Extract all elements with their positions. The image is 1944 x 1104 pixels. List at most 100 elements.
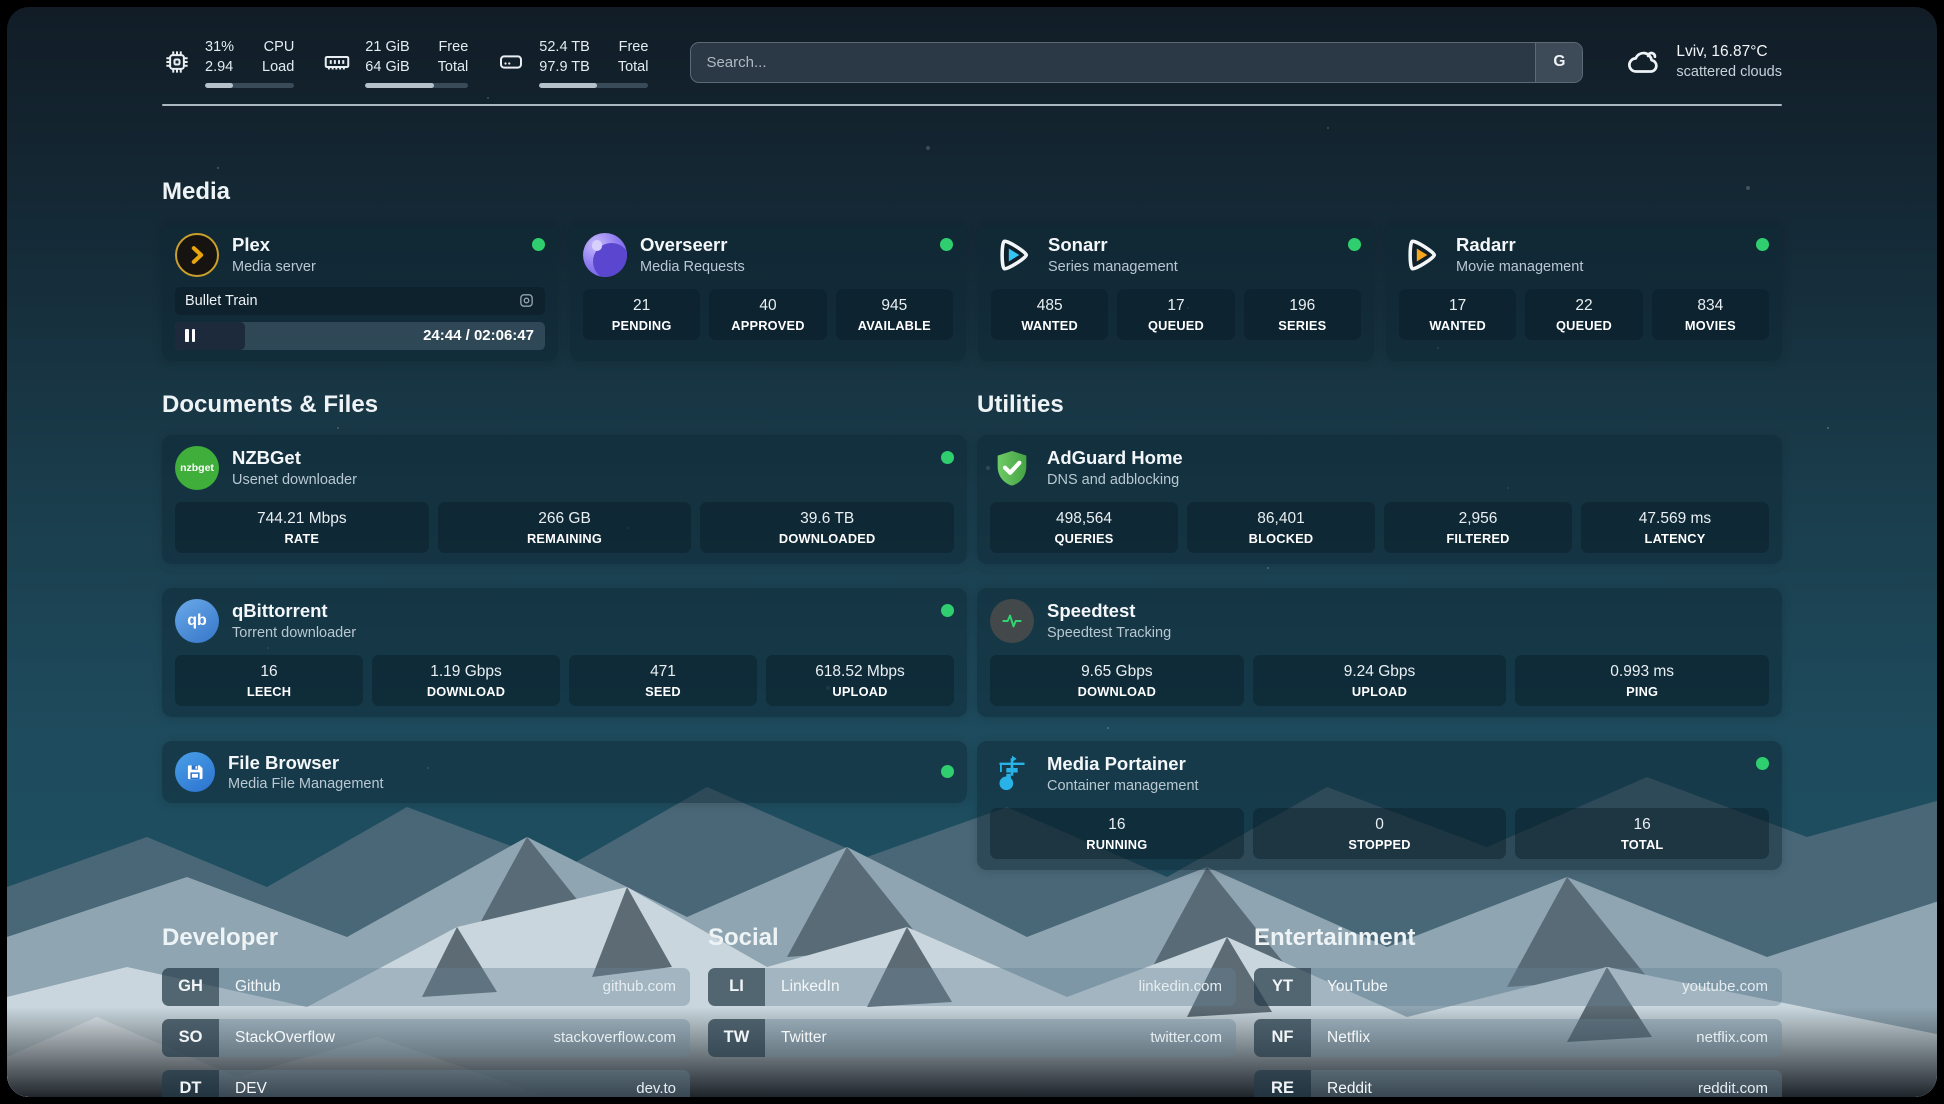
playback-elapsed-pill <box>175 321 246 350</box>
bookmark-name: LinkedIn <box>781 977 840 995</box>
search-input[interactable] <box>691 42 1536 82</box>
radarr-icon <box>1399 233 1443 277</box>
status-dot <box>532 237 545 251</box>
stat-rate: 744.21 Mbps RATE <box>175 501 429 553</box>
stat-download: 9.65 Gbps DOWNLOAD <box>990 654 1244 706</box>
service-subtitle: Movie management <box>1456 258 1584 275</box>
bookmark-abbr: GH <box>162 967 219 1006</box>
stat-download: 1.19 Gbps DOWNLOAD <box>372 654 560 706</box>
section-title-entertainment: Entertainment <box>1254 923 1416 951</box>
service-card-portainer[interactable]: Media Portainer Container management 16 … <box>977 740 1782 870</box>
service-card-overseerr[interactable]: Overseerr Media Requests 21 PENDING 40 A… <box>570 221 966 361</box>
status-dot <box>941 450 954 464</box>
bookmark-abbr: TW <box>708 1018 765 1057</box>
disk-widget: 52.4 TB 97.9 TB Free Total <box>496 37 649 88</box>
bookmark-twitter[interactable]: TW Twitter twitter.com <box>708 1018 1236 1057</box>
service-title: Speedtest <box>1047 600 1136 622</box>
bookmark-abbr: YT <box>1254 967 1311 1006</box>
stat-queued: 22 QUEUED <box>1525 288 1643 340</box>
stat-wanted: 17 WANTED <box>1399 288 1517 340</box>
stat-remaining: 266 GB REMAINING <box>437 501 692 553</box>
bookmark-abbr: DT <box>162 1069 219 1097</box>
section-title-developer: Developer <box>162 923 279 951</box>
bookmark-github[interactable]: GH Github github.com <box>162 967 690 1006</box>
memory-progress-bar <box>365 82 469 88</box>
bookmark-abbr: NF <box>1254 1018 1311 1057</box>
status-dot <box>1348 237 1361 251</box>
service-subtitle: Torrent downloader <box>232 624 357 641</box>
adguard-icon <box>990 446 1034 490</box>
bookmark-domain: twitter.com <box>1150 1029 1222 1047</box>
stat-stopped: 0 STOPPED <box>1252 807 1507 859</box>
service-subtitle: Media File Management <box>228 775 384 792</box>
memory-labels: Free Total <box>437 39 469 76</box>
bookmark-name: Reddit <box>1327 1079 1372 1097</box>
bookmark-stackoverflow[interactable]: SO StackOverflow stackoverflow.com <box>162 1018 690 1057</box>
bookmark-netflix[interactable]: NF Netflix netflix.com <box>1254 1018 1782 1057</box>
service-subtitle: Usenet downloader <box>232 471 357 488</box>
stat-upload: 9.24 Gbps UPLOAD <box>1252 654 1507 706</box>
resource-widgets: 31% 2.94 CPU Load <box>162 37 649 88</box>
stat-movies: 834 MOVIES <box>1651 288 1769 340</box>
session-view-icon[interactable] <box>518 292 535 309</box>
bookmark-linkedin[interactable]: LI LinkedIn linkedin.com <box>708 967 1236 1006</box>
service-title: Overseerr <box>640 234 728 256</box>
service-card-radarr[interactable]: Radarr Movie management 17 WANTED 22 QUE… <box>1386 221 1782 361</box>
status-dot <box>941 765 954 779</box>
bookmark-youtube[interactable]: YT YouTube youtube.com <box>1254 967 1782 1006</box>
service-card-adguard[interactable]: AdGuard Home DNS and adblocking 498,564 … <box>977 434 1782 564</box>
search-provider-button[interactable]: G <box>1535 42 1583 82</box>
service-title: qBittorrent <box>232 600 328 622</box>
stat-pending: 21 PENDING <box>583 288 701 340</box>
service-card-sonarr[interactable]: Sonarr Series management 485 WANTED 17 Q… <box>978 221 1374 361</box>
service-card-plex[interactable]: Plex Media server Bullet Train <box>162 221 558 361</box>
service-card-filebrowser[interactable]: File Browser Media File Management <box>162 740 967 803</box>
status-dot <box>1756 237 1769 251</box>
bookmark-name: Github <box>235 977 281 995</box>
section-title-media: Media <box>162 177 231 205</box>
disk-values: 52.4 TB 97.9 TB <box>539 39 590 76</box>
section-title-utilities: Utilities <box>977 390 1064 418</box>
service-subtitle: Speedtest Tracking <box>1047 624 1172 641</box>
service-title: AdGuard Home <box>1047 447 1183 469</box>
top-bar: 31% 2.94 CPU Load <box>162 37 1782 88</box>
service-card-qbittorrent[interactable]: qb qBittorrent Torrent downloader 16 LEE… <box>162 587 967 717</box>
bookmark-domain: reddit.com <box>1697 1080 1768 1097</box>
service-title: Radarr <box>1456 234 1516 256</box>
stat-ping: 0.993 ms PING <box>1515 654 1770 706</box>
service-subtitle: DNS and adblocking <box>1047 471 1180 488</box>
bookmark-abbr: LI <box>708 967 765 1006</box>
stat-series: 196 SERIES <box>1243 288 1361 340</box>
bookmark-dev[interactable]: DT DEV dev.to <box>162 1069 690 1097</box>
speedtest-icon <box>990 598 1034 643</box>
stat-seed: 471 SEED <box>569 654 757 706</box>
stat-latency: 47.569 ms LATENCY <box>1581 501 1769 553</box>
bookmark-domain: youtube.com <box>1682 978 1768 996</box>
stat-filtered: 2,956 FILTERED <box>1384 501 1572 553</box>
filebrowser-icon <box>175 751 215 792</box>
cloud-icon <box>1625 43 1663 81</box>
portainer-icon <box>990 752 1034 796</box>
stat-total: 16 TOTAL <box>1515 807 1770 859</box>
service-card-nzbget[interactable]: nzbget NZBGet Usenet downloader 744.21 M… <box>162 434 967 564</box>
service-title: Plex <box>232 234 271 256</box>
bookmark-reddit[interactable]: RE Reddit reddit.com <box>1254 1069 1782 1097</box>
stat-approved: 40 APPROVED <box>709 288 827 340</box>
plex-playback-progress: 24:44 / 02:06:47 <box>175 321 545 350</box>
bookmark-domain: github.com <box>602 978 676 996</box>
now-playing-title: Bullet Train <box>185 292 258 309</box>
pause-icon <box>185 329 195 343</box>
bookmark-domain: stackoverflow.com <box>553 1029 676 1047</box>
disk-progress-bar <box>539 82 649 88</box>
qbittorrent-icon: qb <box>175 598 219 643</box>
stat-leech: 16 LEECH <box>175 654 363 706</box>
service-subtitle: Media Requests <box>640 258 745 275</box>
service-subtitle: Series management <box>1048 258 1178 275</box>
memory-values: 21 GiB 64 GiB <box>365 39 410 76</box>
service-title: Media Portainer <box>1047 753 1186 775</box>
memory-icon <box>322 47 352 77</box>
service-card-speedtest[interactable]: Speedtest Speedtest Tracking 9.65 Gbps D… <box>977 587 1782 717</box>
status-dot <box>940 237 953 251</box>
status-dot <box>941 603 954 617</box>
stat-queued: 17 QUEUED <box>1117 288 1235 340</box>
